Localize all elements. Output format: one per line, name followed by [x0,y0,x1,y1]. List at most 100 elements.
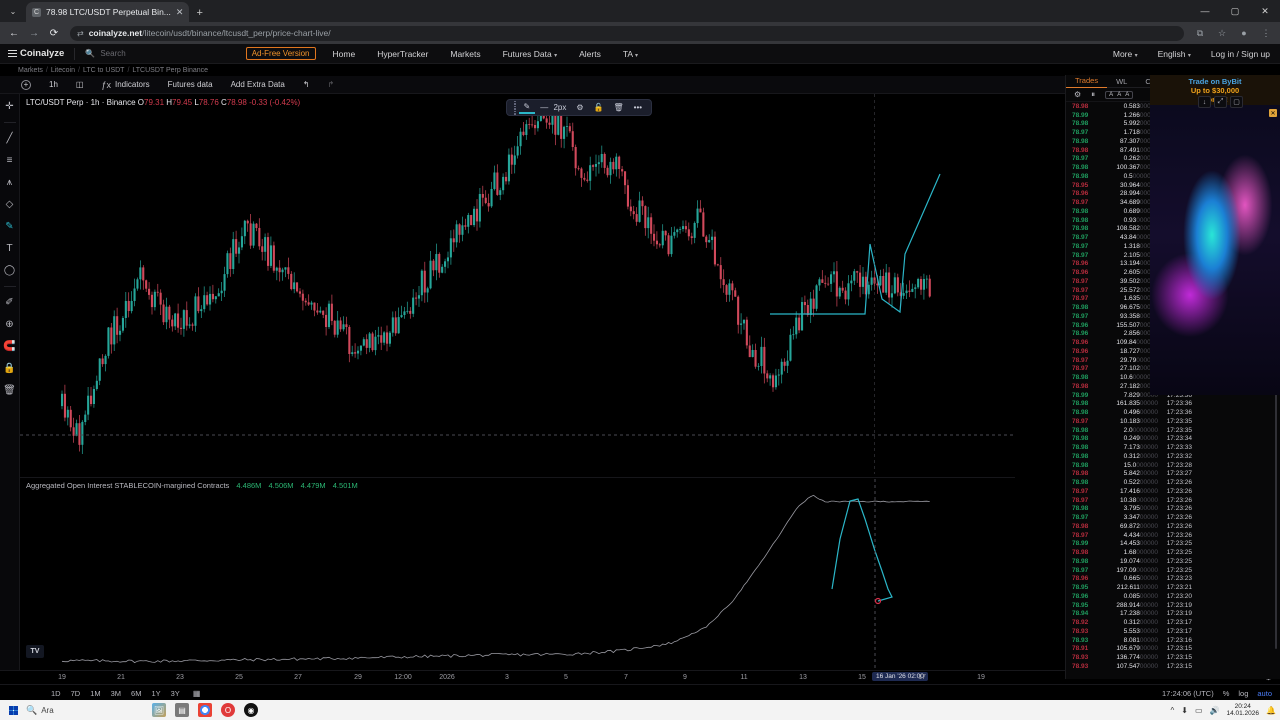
range-preset-1d[interactable]: 1D [51,689,61,698]
delete-icon[interactable]: 🗑 [613,103,624,112]
range-preset-1m[interactable]: 1M [90,689,101,698]
download-icon[interactable]: ⬇ [1181,705,1188,715]
pattern-icon[interactable]: ◇ [5,199,14,210]
fit-width-icon[interactable]: ⤢ [1214,96,1227,108]
scroll-to-realtime-icon[interactable]: ↓ [1198,96,1211,108]
login-signup-link[interactable]: Log in / Sign up [1210,48,1270,59]
text-icon[interactable]: T [6,243,13,254]
new-tab-button[interactable]: + [196,7,203,19]
futures-data-button[interactable]: Futures data [167,80,213,89]
notifications-icon[interactable]: 🔔 [1266,705,1276,715]
photos-app-icon[interactable]: 🖼 [152,703,166,717]
more-options-icon[interactable]: ••• [633,103,643,112]
trash-icon[interactable]: 🗑 [3,385,16,396]
measure-icon[interactable]: ✐ [5,297,14,308]
range-preset-7d[interactable]: 7D [70,689,81,698]
nav-item-alerts[interactable]: Alerts [579,48,601,59]
range-preset-6m[interactable]: 6M [131,689,142,698]
tradingview-logo[interactable]: TV [26,645,44,658]
gear-icon[interactable]: ⚙ [1074,90,1082,99]
taskbar-search[interactable]: 🔍 Ara [22,705,132,716]
settings-icon[interactable]: ⚙ [576,103,584,112]
nav-item-ta[interactable]: TA ▾ [622,48,639,59]
ad-close-icon[interactable]: ✕ [1269,109,1277,117]
zoom-icon[interactable]: ⊕ [5,319,14,330]
floating-drawing-toolbar[interactable]: ✎ — 2px ⚙ 🔓 🗑 ••• [506,99,653,116]
undo-icon[interactable]: ↰ [302,80,310,89]
tray-expand-icon[interactable]: ^ [1170,705,1175,715]
add-extra-data-button[interactable]: Add Extra Data [230,80,285,89]
tab-trades[interactable]: Trades [1066,75,1108,88]
breadcrumb-item-markets[interactable]: Markets [18,66,43,74]
interval-selector[interactable]: 1h [49,80,58,89]
range-preset-1y[interactable]: 1Y [151,689,161,698]
font-size-selector[interactable]: A A A [1105,90,1134,99]
nav-item-more[interactable]: More ▾ [1112,48,1138,59]
log-scale-toggle[interactable]: log [1238,689,1249,698]
reload-icon[interactable]: ⟳ [49,27,59,39]
trendline-icon[interactable]: ╱ [6,133,13,144]
profile-avatar[interactable]: ● [1241,28,1247,38]
pause-icon[interactable]: ⏸ [1091,89,1096,99]
nav-item-hypertracker[interactable]: HyperTracker [377,48,429,59]
browser-app-icon[interactable]: ◉ [244,703,258,717]
time-axis[interactable]: 19 21 23 25 27 29 12:00 2026 3 5 7 9 11 … [0,670,1280,684]
volume-icon[interactable]: 🔊 [1209,705,1220,715]
calendar-icon[interactable]: ▦ [192,689,201,698]
indicators-button[interactable]: ƒx Indicators [101,79,150,90]
advertisement[interactable]: Trade on ByBit Up to $30,000 Bonus! ✕ [1150,75,1280,435]
extensions-icon[interactable]: ⧉ [1196,27,1204,38]
nav-item-language[interactable]: English ▾ [1157,48,1191,59]
opera-app-icon[interactable]: O [221,703,235,717]
search-input[interactable]: 🔍 Search [85,49,125,58]
browser-tab[interactable]: C 78.98 LTC/USDT Perpetual Bin... ✕ [26,2,190,22]
pen-color-icon[interactable]: ✎ [518,102,536,114]
bookmark-star-icon[interactable]: ☆ [1217,27,1227,38]
ad-free-version-button[interactable]: Ad-Free Version [245,47,316,60]
chart-canvas[interactable]: LTC/USDT Perp · 1h · Binance O79.31 H79.… [20,94,1247,670]
brand-logo[interactable]: Coinalyze [8,48,64,59]
horizontal-line-icon[interactable]: ≡ [6,155,13,166]
hamburger-menu-icon[interactable] [8,50,17,57]
redo-icon[interactable]: ↱ [327,80,335,89]
chrome-app-icon[interactable]: ● [198,703,212,717]
ellipse-icon[interactable]: ◯ [3,265,16,276]
nav-item-futures-data[interactable]: Futures Data ▾ [502,48,558,59]
close-icon[interactable]: ✕ [175,6,184,17]
breadcrumb-item-ltc-usdt[interactable]: LTC to USDT [82,66,125,74]
browser-menu-icon[interactable]: ⋮ [1261,27,1271,38]
minimize-icon[interactable]: — [1200,6,1210,16]
fib-icon[interactable]: ⩚ [6,177,13,188]
crosshair-icon[interactable]: ✛ [5,101,14,112]
fit-screen-icon[interactable]: ▢ [1230,96,1243,108]
window-close-icon[interactable]: ✕ [1261,5,1269,16]
start-button[interactable] [4,701,22,719]
lock-icon[interactable]: 🔒 [3,363,16,374]
percent-scale-toggle[interactable]: % [1222,689,1230,698]
range-preset-3m[interactable]: 3M [110,689,122,698]
site-info-icon[interactable]: ⇄ [77,28,84,38]
taskbar-clock[interactable]: 20:24 14.01.2026 [1226,703,1259,718]
trade-amount: 107.54700000 [1116,662,1158,670]
range-preset-3y[interactable]: 3Y [170,689,180,698]
nav-item-markets[interactable]: Markets [450,48,481,59]
nav-item-home[interactable]: Home [332,48,356,59]
files-app-icon[interactable]: ▤ [175,703,189,717]
tab-wl[interactable]: WL [1116,76,1128,86]
add-chart-button[interactable]: + [12,79,40,90]
drag-handle-icon[interactable] [511,100,519,115]
line-width-selector[interactable]: — 2px [540,103,567,112]
network-icon[interactable]: ▭ [1194,705,1203,715]
candle-type-icon[interactable]: ◫ [75,80,84,89]
forward-icon[interactable]: → [29,27,39,39]
maximize-icon[interactable]: ▢ [1230,5,1240,16]
lock-icon[interactable]: 🔓 [593,103,604,112]
brush-icon[interactable]: ✎ [5,221,14,232]
auto-scale-toggle[interactable]: auto [1257,689,1272,698]
breadcrumb-item-litecoin[interactable]: Litecoin [50,66,75,74]
address-bar[interactable]: ⇄ coinalyze.net/litecoin/usdt/binance/lt… [70,25,1184,41]
trade-price: 78.98 [1072,137,1089,145]
magnet-tool-icon[interactable]: 🧲 [3,341,16,352]
tab-list-icon[interactable]: ⌄ [9,6,17,16]
back-icon[interactable]: ← [9,27,19,39]
